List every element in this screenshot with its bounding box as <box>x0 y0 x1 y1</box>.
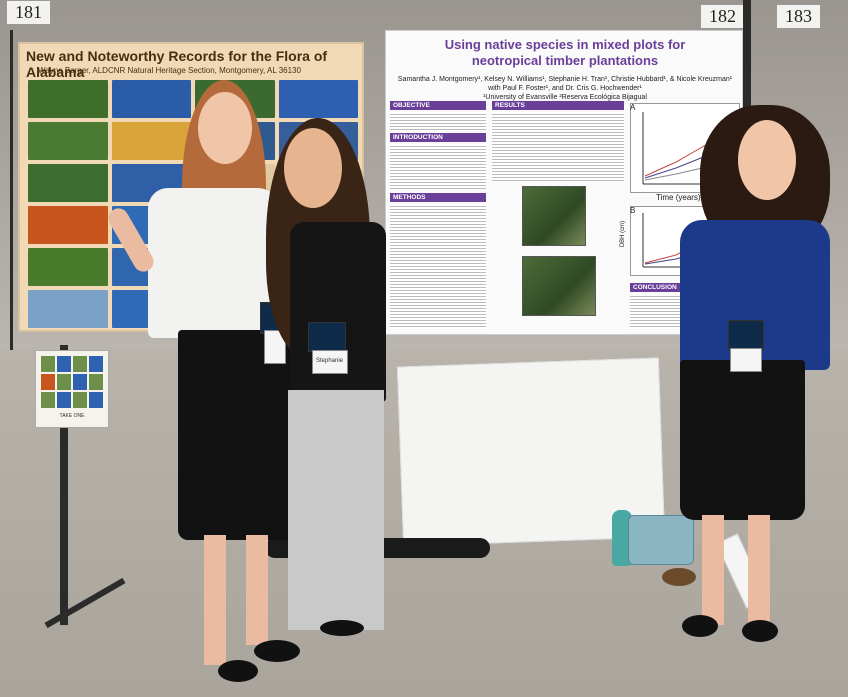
field-photo-1 <box>522 186 586 246</box>
section-results: RESULTS <box>492 101 624 110</box>
booth-number-183: 183 <box>776 4 821 29</box>
person-left-black-skirt <box>178 330 298 540</box>
handout-thumbnails <box>41 356 103 408</box>
authors-line-1: Samantha J. Montgomery¹, Kelsey N. Willi… <box>397 76 733 83</box>
field-photo-2 <box>522 256 596 316</box>
methods-text <box>390 204 486 329</box>
graph-a-label: A <box>630 103 636 112</box>
section-objective: OBJECTIVE <box>390 101 486 110</box>
results-text <box>492 112 624 182</box>
person-middle-shoes <box>320 620 364 636</box>
title-line-2: neotropical timber plantations <box>471 53 659 68</box>
person-left-face <box>198 92 252 164</box>
person-right-name-card <box>730 348 762 372</box>
section-methods: METHODS <box>390 193 486 202</box>
person-right-leg-2 <box>748 515 770 625</box>
person-middle-gray-pants <box>288 390 384 630</box>
person-left-leg-2 <box>246 535 268 645</box>
person-left-shoe-2 <box>254 640 300 662</box>
graph-b-label: B <box>630 206 636 215</box>
introduction-text <box>390 144 486 189</box>
title-line-1: Using native species in mixed plots for <box>444 37 686 52</box>
person-left-white-top <box>148 188 278 338</box>
board-leg <box>60 345 68 625</box>
basket <box>662 568 696 586</box>
person-right-black-skirt <box>680 360 805 520</box>
board-frame-left <box>10 30 13 350</box>
authors-line-2: with Paul F. Foster¹, and Dr. Cris G. Ho… <box>488 85 642 92</box>
booth-number-181: 181 <box>6 0 51 25</box>
left-poster-subtitle: Wayne Barger, ALDCNR Natural Heritage Se… <box>38 66 301 75</box>
person-middle-name: Stephanie <box>316 358 344 364</box>
person-middle-name-card: Stephanie <box>312 350 348 374</box>
take-one-handout: TAKE ONE <box>35 350 109 428</box>
graph-y-axis-label: DBH (cm) <box>620 220 627 248</box>
person-left-name-card <box>264 330 286 364</box>
person-right-face <box>738 120 796 200</box>
person-left-shoe-1 <box>218 660 258 682</box>
person-right-lanyard-badge <box>728 320 764 350</box>
handbag <box>628 515 694 565</box>
person-middle-black-top <box>290 222 386 402</box>
person-middle-face <box>284 128 342 208</box>
person-right-shoe-2 <box>742 620 778 642</box>
booth-number-182: 182 <box>700 4 745 29</box>
person-left-leg-1 <box>204 535 226 665</box>
main-poster-authors: Samantha J. Montgomery¹, Kelsey N. Willi… <box>386 75 744 102</box>
graph-x-axis-label: Time (years) <box>656 193 701 202</box>
left-poster-title: New and Noteworthy Records for the Flora… <box>26 48 328 80</box>
objective-text <box>390 112 486 130</box>
section-introduction: INTRODUCTION <box>390 133 486 142</box>
main-poster-title: Using native species in mixed plots for … <box>386 37 744 69</box>
water-bottle <box>612 510 632 566</box>
person-right-leg-1 <box>702 515 724 625</box>
affiliation-line: ¹University of Evansville ²Reserva Ecoló… <box>483 94 647 101</box>
handout-label: TAKE ONE <box>59 413 85 419</box>
person-right-shoe-1 <box>682 615 718 637</box>
person-middle-lanyard-badge <box>308 322 346 352</box>
